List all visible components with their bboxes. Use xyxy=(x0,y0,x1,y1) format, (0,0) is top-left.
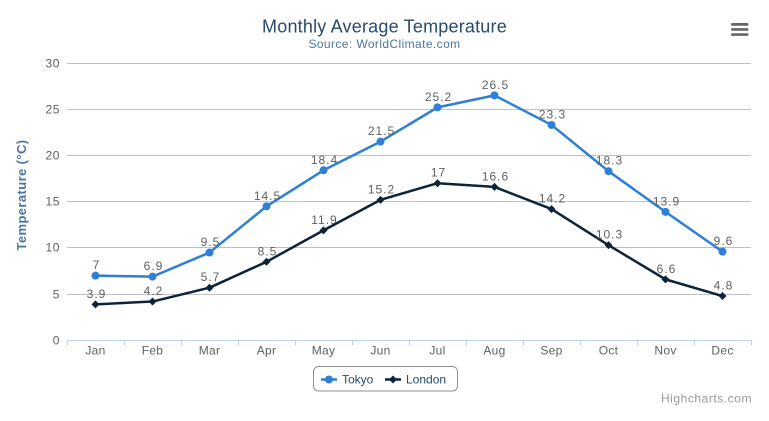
svg-text:14.5: 14.5 xyxy=(254,189,281,203)
svg-text:6.6: 6.6 xyxy=(657,262,677,276)
svg-text:15.2: 15.2 xyxy=(368,182,395,196)
svg-text:21.5: 21.5 xyxy=(368,124,395,138)
svg-text:Source: WorldClimate.com: Source: WorldClimate.com xyxy=(308,37,460,51)
svg-text:Oct: Oct xyxy=(599,344,619,358)
svg-text:Aug: Aug xyxy=(483,344,505,358)
svg-text:16.6: 16.6 xyxy=(482,169,509,183)
svg-text:14.2: 14.2 xyxy=(539,192,566,206)
svg-text:Highcharts.com: Highcharts.com xyxy=(661,391,752,405)
svg-text:Jan: Jan xyxy=(85,344,105,358)
svg-text:Temperature (°C): Temperature (°C) xyxy=(14,139,29,250)
svg-text:8.5: 8.5 xyxy=(258,244,278,258)
svg-text:Tokyo: Tokyo xyxy=(342,373,374,387)
svg-text:4.8: 4.8 xyxy=(714,279,734,293)
svg-text:9.6: 9.6 xyxy=(714,234,734,248)
svg-text:Dec: Dec xyxy=(711,344,733,358)
svg-text:20: 20 xyxy=(45,149,60,163)
svg-text:15: 15 xyxy=(45,195,60,209)
svg-text:Sep: Sep xyxy=(540,344,562,358)
svg-text:3.9: 3.9 xyxy=(87,287,107,301)
svg-text:7: 7 xyxy=(93,258,101,272)
svg-text:6.9: 6.9 xyxy=(144,259,164,273)
svg-text:London: London xyxy=(406,373,446,387)
svg-text:Jun: Jun xyxy=(370,344,390,358)
svg-text:30: 30 xyxy=(45,57,60,71)
svg-text:Feb: Feb xyxy=(142,344,164,358)
svg-text:18.3: 18.3 xyxy=(596,154,623,168)
svg-text:Monthly Average Temperature: Monthly Average Temperature xyxy=(262,17,507,37)
svg-text:Nov: Nov xyxy=(654,344,676,358)
svg-text:26.5: 26.5 xyxy=(482,78,509,92)
svg-text:5.7: 5.7 xyxy=(201,270,221,284)
svg-text:9.5: 9.5 xyxy=(201,235,221,249)
svg-text:May: May xyxy=(312,344,336,358)
svg-text:23.3: 23.3 xyxy=(539,108,566,122)
svg-text:4.2: 4.2 xyxy=(144,284,164,298)
svg-text:25.2: 25.2 xyxy=(425,90,452,104)
svg-text:5: 5 xyxy=(53,288,60,302)
svg-text:13.9: 13.9 xyxy=(653,194,680,208)
svg-text:11.9: 11.9 xyxy=(311,213,337,227)
svg-text:10.3: 10.3 xyxy=(596,228,623,242)
svg-text:Mar: Mar xyxy=(199,344,221,358)
svg-text:0: 0 xyxy=(53,334,60,348)
svg-text:17: 17 xyxy=(431,166,446,180)
svg-text:Jul: Jul xyxy=(429,344,445,358)
svg-text:Apr: Apr xyxy=(257,344,277,358)
svg-text:25: 25 xyxy=(45,103,60,117)
svg-text:18.4: 18.4 xyxy=(311,153,338,167)
svg-text:10: 10 xyxy=(45,241,60,255)
